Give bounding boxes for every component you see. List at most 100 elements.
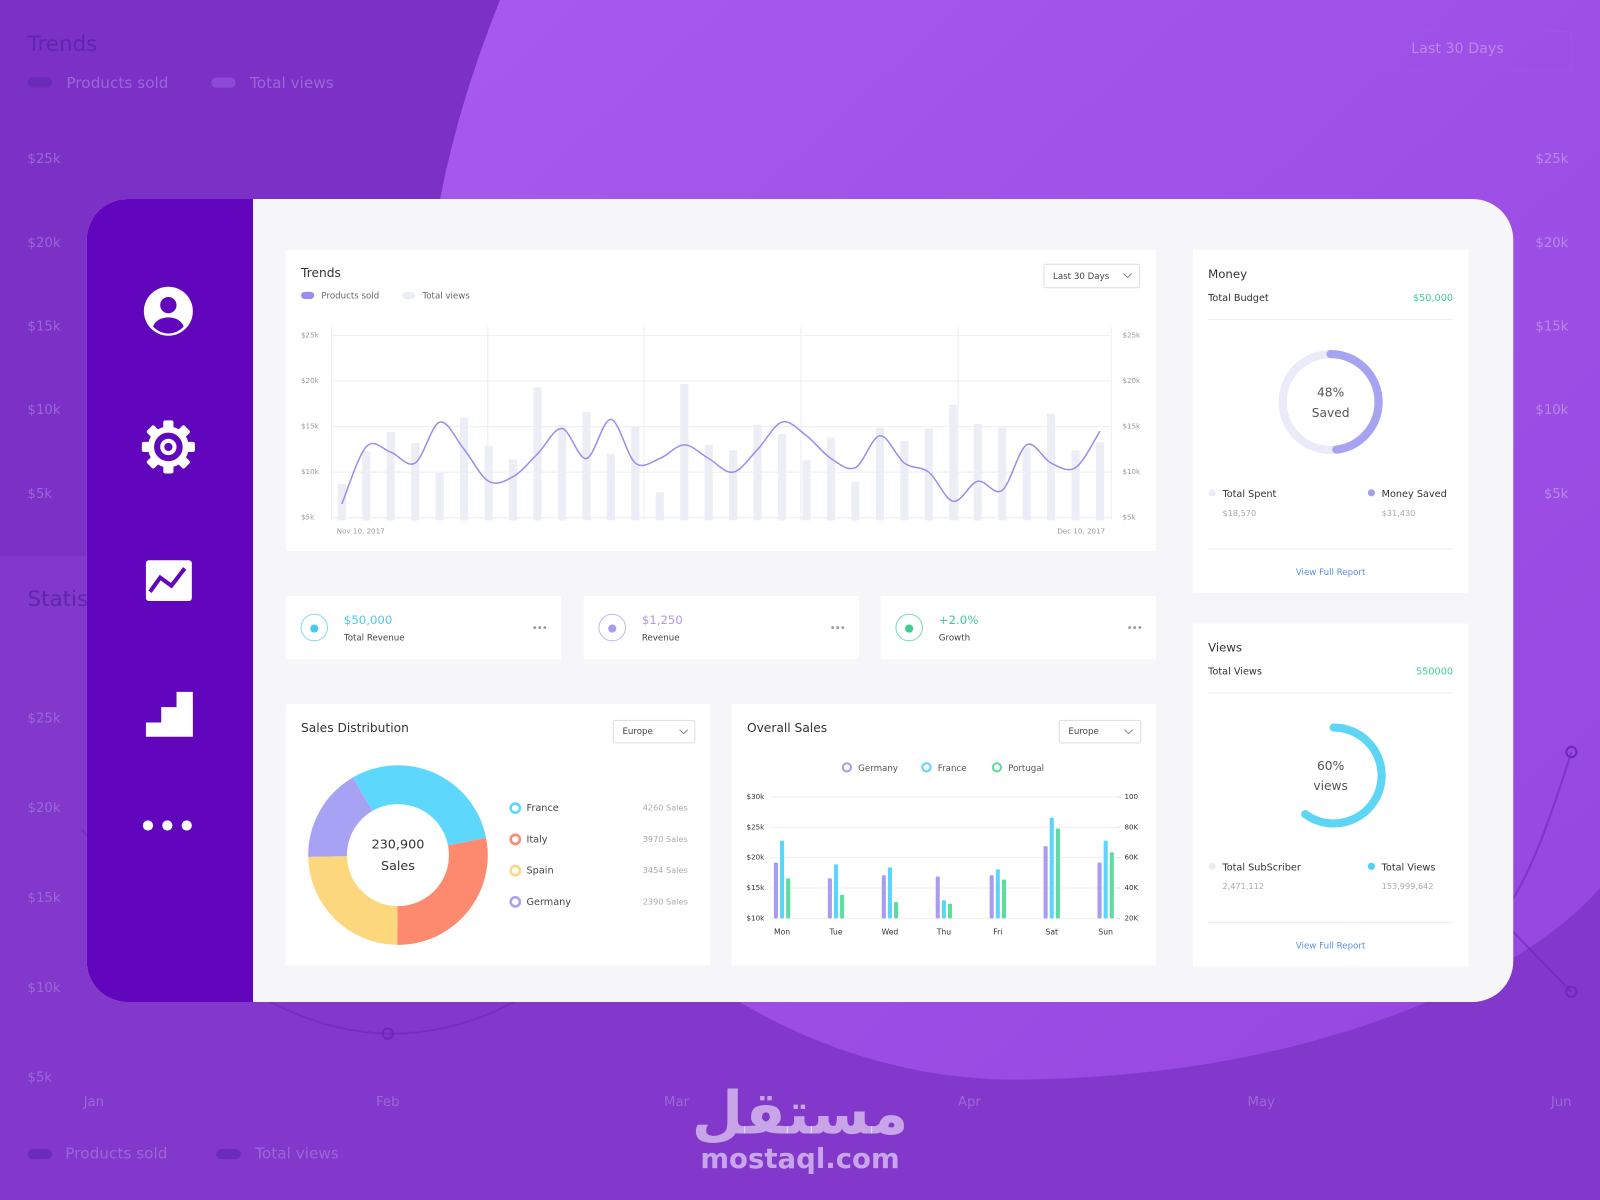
legend-dot <box>1208 489 1216 497</box>
legend-value: 2,471,112 <box>1222 881 1264 891</box>
report-link[interactable]: View Full Report <box>1296 941 1366 951</box>
bg-month: Mar <box>664 1095 690 1110</box>
panel-title: Money <box>1208 267 1247 281</box>
gauge-label: 60% <box>1317 759 1344 773</box>
dropdown[interactable] <box>1058 719 1142 744</box>
bar <box>435 473 444 521</box>
dropdown-text: Last 30 Days <box>1053 272 1110 282</box>
bar <box>851 482 860 521</box>
donut-caption: Sales <box>381 859 415 874</box>
y2-tick-label: $15k <box>1122 422 1141 431</box>
bg-month: May <box>1248 1095 1276 1110</box>
legend-label: France <box>938 764 967 774</box>
y-tick-label: $20k <box>301 376 320 385</box>
legend-swatch <box>301 291 315 299</box>
analytics-icon[interactable] <box>145 560 192 602</box>
bg-legend: Total views <box>254 1145 339 1163</box>
more-dot <box>1128 626 1132 629</box>
bg-tick: $15k <box>28 320 61 335</box>
bar <box>704 444 713 521</box>
y-tick-label: $30k <box>747 792 766 801</box>
more-dot <box>538 626 542 629</box>
gauge-arc <box>1281 723 1386 828</box>
levels-icon[interactable] <box>145 691 193 737</box>
legend-value: $18,570 <box>1222 508 1256 518</box>
legend-marker <box>991 762 1003 773</box>
bg-tick: $5k <box>28 487 53 502</box>
bar <box>606 453 615 521</box>
bar <box>1001 879 1006 919</box>
bar <box>1055 828 1060 919</box>
panel-title: Views <box>1208 640 1242 654</box>
bg-legend: Products sold <box>66 74 168 92</box>
y2-tick-label: $20k <box>1122 376 1141 385</box>
bar <box>949 404 958 521</box>
trends-panel <box>285 250 1157 552</box>
x-tick-label: Fri <box>993 928 1002 937</box>
bar <box>773 862 778 919</box>
bar <box>826 437 836 521</box>
bar <box>802 460 811 521</box>
y-tick-label: $25k <box>301 331 320 340</box>
bg-dropdown <box>1394 31 1572 71</box>
bar <box>1109 852 1114 919</box>
bg-legend: Total views <box>249 74 334 92</box>
y-tick-label: $15k <box>301 422 320 431</box>
y2-tick-label: 80K <box>1124 822 1138 831</box>
bar <box>484 445 493 521</box>
bg-month: Feb <box>376 1095 399 1110</box>
watermark: مستقل <box>692 1078 908 1147</box>
more-dot <box>533 626 537 629</box>
value-label: 4260 Sales <box>643 803 688 813</box>
donut-segment <box>353 765 487 846</box>
legend-label: Total Spent <box>1221 489 1276 500</box>
bar <box>887 867 892 919</box>
bg-tick: $25k <box>28 711 61 726</box>
bar <box>582 412 591 521</box>
bar <box>780 840 785 919</box>
gauge-caption: views <box>1313 779 1348 793</box>
sidebar-icons <box>141 286 195 831</box>
bg-tick: $20k <box>1535 236 1568 251</box>
settings-icon[interactable] <box>141 420 195 474</box>
legend-marker <box>509 802 522 815</box>
stat-icon-glyph <box>608 624 617 633</box>
legend-value: $31,430 <box>1382 508 1416 518</box>
stat-icon-glyph <box>310 624 319 633</box>
dropdown[interactable] <box>612 719 696 744</box>
more-dot <box>831 626 835 629</box>
bar <box>680 383 689 521</box>
profile-icon[interactable] <box>143 286 193 336</box>
legend-marker <box>841 762 853 773</box>
bar <box>1095 442 1105 521</box>
panels <box>285 250 1469 967</box>
y-tick-label: $25k <box>747 822 766 831</box>
donut-segment <box>308 856 398 945</box>
bar <box>840 894 845 919</box>
legend-label: Portugal <box>1008 764 1044 774</box>
bar <box>875 427 884 521</box>
stat-label: Total Revenue <box>343 633 405 643</box>
dropdown[interactable] <box>1043 263 1141 289</box>
panel-title: Trends <box>300 266 341 280</box>
trend-line <box>341 418 1101 505</box>
bar <box>631 426 640 521</box>
bar <box>411 443 420 521</box>
bar <box>881 875 886 919</box>
y2-tick-label: $10k <box>1122 467 1141 476</box>
y2-tick-label: $5k <box>1122 513 1136 522</box>
legend-label: Spain <box>527 866 554 877</box>
chevron <box>1124 729 1134 735</box>
bar <box>786 878 791 919</box>
bg-tick: $25k <box>28 152 61 167</box>
report-link[interactable]: View Full Report <box>1296 568 1366 578</box>
legend-label: Italy <box>527 834 548 845</box>
bar <box>973 423 982 521</box>
bar <box>947 903 953 919</box>
panel-title: Overall Sales <box>747 721 827 735</box>
y-tick-label: $10k <box>301 467 320 476</box>
stat-value: $1,250 <box>642 613 683 627</box>
legend-marker <box>509 864 522 877</box>
bg-tick: $20k <box>28 236 61 251</box>
more-icon[interactable] <box>142 820 192 831</box>
